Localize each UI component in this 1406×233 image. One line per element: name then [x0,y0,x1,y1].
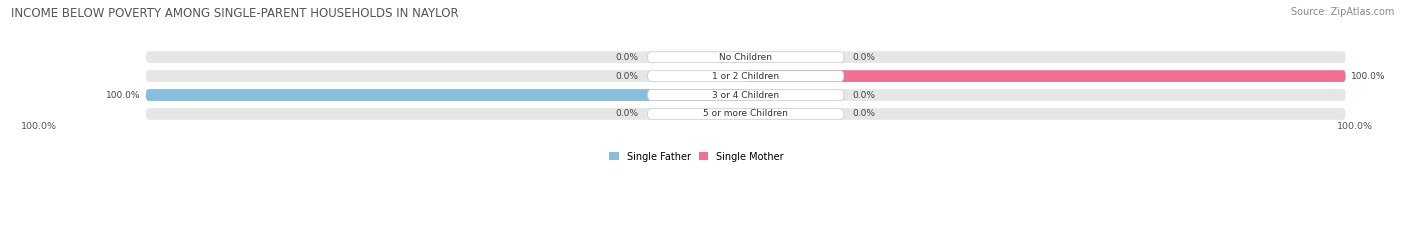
FancyBboxPatch shape [146,89,1346,101]
Text: INCOME BELOW POVERTY AMONG SINGLE-PARENT HOUSEHOLDS IN NAYLOR: INCOME BELOW POVERTY AMONG SINGLE-PARENT… [11,7,458,20]
FancyBboxPatch shape [648,71,844,81]
Text: 100.0%: 100.0% [105,90,141,99]
Text: 5 or more Children: 5 or more Children [703,110,789,118]
Text: 0.0%: 0.0% [616,72,638,81]
Text: 100.0%: 100.0% [21,122,56,131]
FancyBboxPatch shape [146,108,1346,120]
Text: 1 or 2 Children: 1 or 2 Children [713,72,779,81]
FancyBboxPatch shape [648,52,844,62]
FancyBboxPatch shape [648,109,844,119]
Text: 0.0%: 0.0% [852,53,876,62]
Text: 0.0%: 0.0% [616,53,638,62]
FancyBboxPatch shape [745,70,1346,82]
Text: 100.0%: 100.0% [1351,72,1385,81]
Text: 0.0%: 0.0% [852,90,876,99]
FancyBboxPatch shape [146,51,1346,63]
FancyBboxPatch shape [648,90,844,100]
FancyBboxPatch shape [146,70,1346,82]
Legend: Single Father, Single Mother: Single Father, Single Mother [609,152,785,162]
Text: 100.0%: 100.0% [1337,122,1372,131]
Text: 3 or 4 Children: 3 or 4 Children [713,90,779,99]
Text: 0.0%: 0.0% [616,110,638,118]
FancyBboxPatch shape [146,89,745,101]
Text: Source: ZipAtlas.com: Source: ZipAtlas.com [1291,7,1395,17]
Text: 0.0%: 0.0% [852,110,876,118]
Text: No Children: No Children [720,53,772,62]
